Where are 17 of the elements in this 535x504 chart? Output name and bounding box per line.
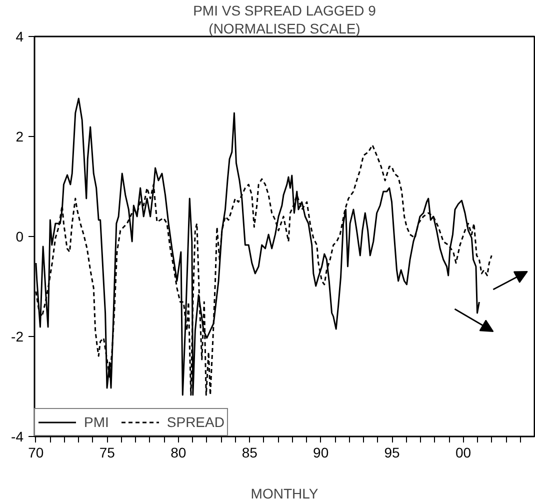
x-tick-label: 00	[455, 444, 472, 460]
y-tick-label: -2	[11, 328, 24, 344]
y-tick-label: -4	[11, 428, 24, 444]
y-tick-label: 4	[16, 28, 24, 44]
x-tick-label: 90	[313, 444, 329, 460]
x-axis-title: MONTHLY	[250, 486, 319, 502]
x-tick-label: 80	[170, 444, 186, 460]
x-tick-label: 95	[384, 444, 400, 460]
x-tick-label: 70	[28, 444, 44, 460]
chart-subtitle: (NORMALISED SCALE)	[208, 20, 360, 36]
y-tick-label: 0	[16, 228, 24, 244]
chart-title: PMI VS SPREAD LAGGED 9	[193, 2, 376, 18]
x-tick-label: 85	[242, 444, 258, 460]
x-tick-label: 75	[99, 444, 116, 460]
legend-label: SPREAD	[166, 414, 224, 430]
legend-label: PMI	[84, 414, 109, 430]
y-tick-label: 2	[16, 128, 24, 144]
